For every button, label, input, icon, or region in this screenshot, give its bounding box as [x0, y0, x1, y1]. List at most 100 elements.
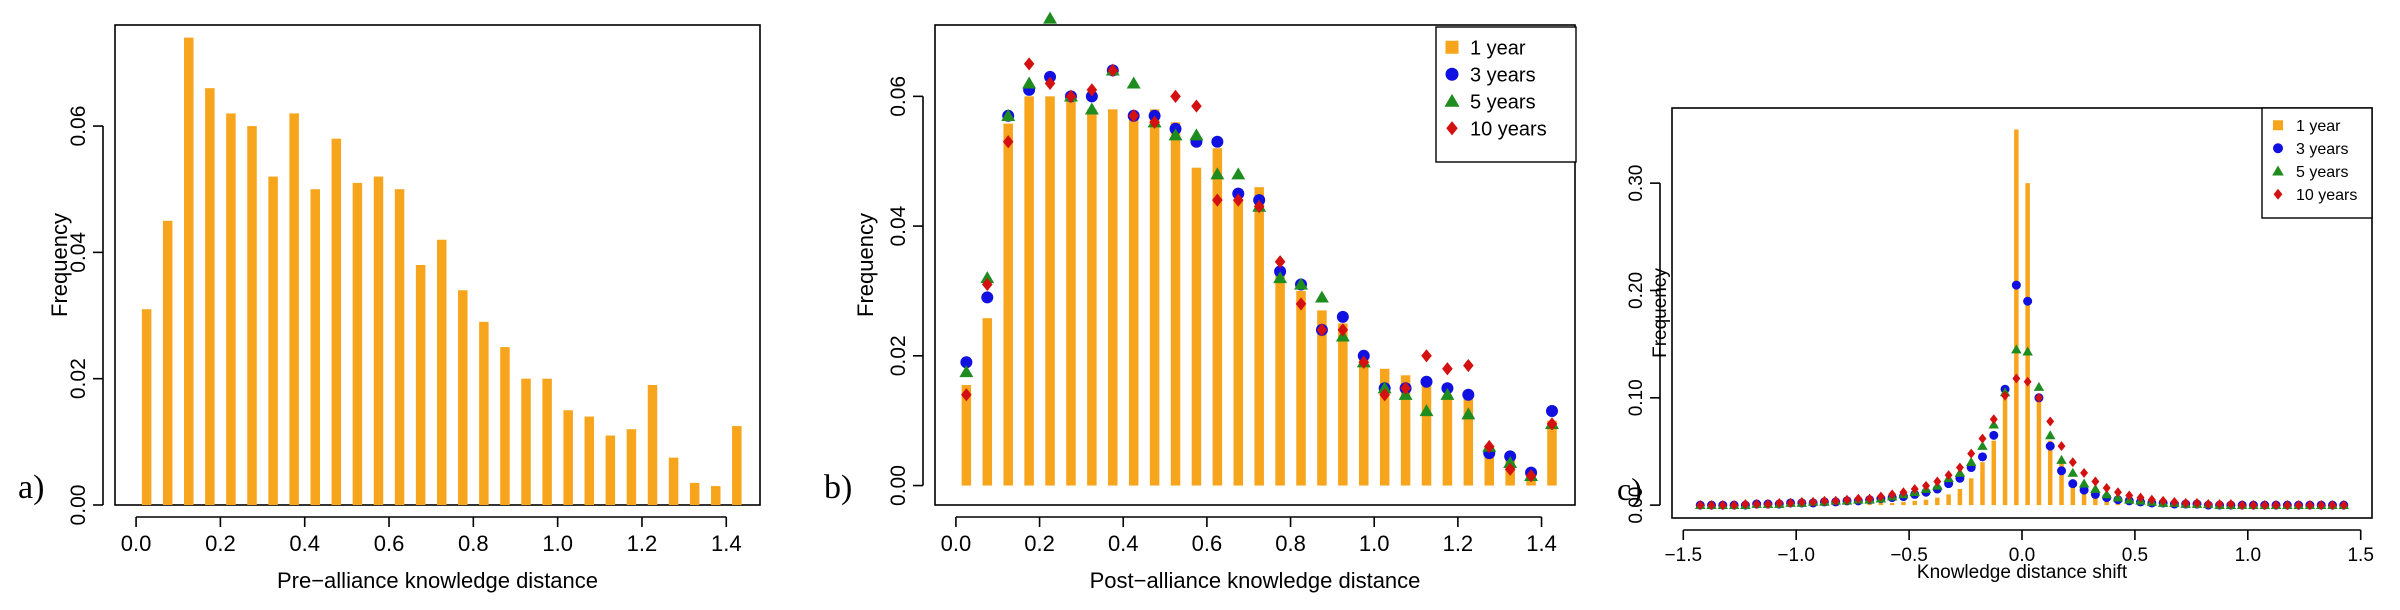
data-point-diamond — [2317, 500, 2326, 511]
data-point-triangle — [1168, 128, 1183, 141]
y-axis-label: Frequency — [1650, 268, 1671, 358]
bar — [1338, 323, 1348, 486]
data-point-diamond — [2114, 487, 2122, 498]
bar — [268, 176, 278, 505]
data-point-diamond — [1955, 462, 1964, 473]
bar — [310, 189, 320, 506]
bar — [542, 378, 552, 505]
data-point-triangle — [1314, 290, 1329, 303]
data-point-diamond — [1525, 469, 1537, 483]
panel-label: c) — [1617, 471, 1642, 507]
bar — [2014, 129, 2019, 506]
bar — [1957, 489, 1963, 506]
bar — [2059, 462, 2064, 506]
y-tick-label: 0.10 — [1626, 379, 1647, 416]
y-tick-label: 0.00 — [1626, 487, 1647, 524]
data-point-triangle — [1231, 167, 1246, 180]
data-point-circle — [960, 356, 973, 369]
legend-label: 10 years — [2296, 187, 2357, 204]
y-axis-label: Frequency — [47, 213, 72, 317]
data-point-diamond — [1831, 495, 1840, 506]
data-point-diamond — [1797, 496, 1806, 507]
bar — [500, 347, 510, 505]
data-point-diamond — [1741, 499, 1750, 509]
data-point-diamond — [1358, 355, 1370, 369]
data-point-circle — [2057, 466, 2067, 476]
data-point-diamond — [1253, 200, 1265, 214]
x-tick-label: 1.0 — [542, 531, 573, 556]
data-point-triangle — [1503, 455, 1518, 468]
legend-marker-diamond — [2273, 188, 2283, 200]
data-point-circle — [2023, 296, 2033, 306]
bar — [289, 113, 299, 505]
data-point-circle — [2079, 485, 2089, 495]
data-point-circle — [1545, 404, 1558, 417]
bar — [1968, 478, 1974, 506]
data-point-diamond — [1191, 99, 1202, 113]
y-tick-label: 0.04 — [887, 205, 910, 246]
legend-label: 1 year — [2296, 118, 2341, 135]
data-point-diamond — [1933, 476, 1942, 487]
data-point-diamond — [2193, 498, 2201, 508]
bar — [1991, 440, 1997, 506]
x-tick-label: 0.0 — [121, 531, 152, 556]
y-tick-label: 0.00 — [67, 485, 90, 526]
panel-label: b) — [824, 469, 852, 506]
bar — [1254, 187, 1264, 486]
data-point-diamond — [2001, 390, 2010, 401]
x-tick-label: −1.5 — [1665, 545, 1703, 566]
data-point-triangle — [1189, 128, 1204, 141]
x-tick-label: 1.5 — [2347, 545, 2373, 566]
x-tick-label: 1.4 — [1526, 531, 1557, 556]
data-point-triangle — [1126, 76, 1141, 89]
bar — [205, 88, 215, 505]
x-axis-label: Post−alliance knowledge distance — [1090, 568, 1421, 593]
bar — [1889, 502, 1895, 506]
data-point-diamond — [2147, 494, 2156, 505]
data-point-diamond — [1922, 480, 1930, 491]
data-point-diamond — [1843, 494, 1851, 505]
x-tick-label: 0.6 — [1192, 531, 1223, 556]
data-point-triangle — [1001, 108, 1016, 121]
data-point-diamond — [2226, 499, 2235, 509]
data-point-diamond — [982, 277, 993, 292]
data-point-diamond — [1483, 440, 1495, 454]
chart-panel-a: 0.0 0.2 0.4 0.6 0.8 1.0 1.2 1.4 0.00 0.02 0.04 0.06… — [18, 24, 761, 593]
legend-label: 5 years — [1470, 91, 1536, 113]
legend-marker-triangle — [2272, 165, 2284, 176]
data-point-diamond — [2125, 490, 2134, 501]
data-point-diamond — [1764, 499, 1772, 509]
data-point-triangle — [1022, 76, 1037, 89]
bar — [2025, 183, 2030, 506]
data-point-circle — [2011, 280, 2021, 290]
legend-marker-circle — [1445, 67, 1459, 81]
data-point-diamond — [1820, 495, 1829, 506]
data-point-circle — [1420, 375, 1433, 388]
data-point-diamond — [1989, 414, 1998, 425]
bar — [479, 321, 489, 505]
data-point-diamond — [1379, 388, 1390, 402]
data-point-diamond — [1316, 323, 1328, 337]
y-tick-label: 0.06 — [67, 106, 90, 147]
data-point-diamond — [2249, 500, 2258, 511]
bar — [521, 378, 531, 505]
data-point-diamond — [2181, 498, 2190, 508]
legend-label: 10 years — [1470, 118, 1547, 140]
x-tick-label: 0.4 — [1108, 531, 1139, 556]
data-point-diamond — [2328, 500, 2337, 511]
data-point-diamond — [1504, 462, 1516, 476]
chart-panel-b: 0.0 0.2 0.4 0.6 0.8 1.0 1.2 1.4 0.00 0.02 0.04 0.06… — [824, 11, 1577, 593]
data-point-diamond — [2283, 500, 2292, 511]
legend-marker-square — [2273, 120, 2283, 131]
bar — [226, 113, 236, 505]
data-point-diamond — [1910, 484, 1919, 494]
x-tick-label: 0.8 — [1275, 531, 1306, 556]
x-tick-label: 0.4 — [289, 531, 320, 556]
x-tick-label: 0.0 — [941, 531, 972, 556]
data-point-diamond — [1274, 255, 1286, 269]
bar — [1980, 462, 1985, 506]
data-point-diamond — [1786, 498, 1795, 508]
data-point-diamond — [2091, 476, 2100, 487]
y-tick-label: 0.04 — [67, 232, 90, 273]
